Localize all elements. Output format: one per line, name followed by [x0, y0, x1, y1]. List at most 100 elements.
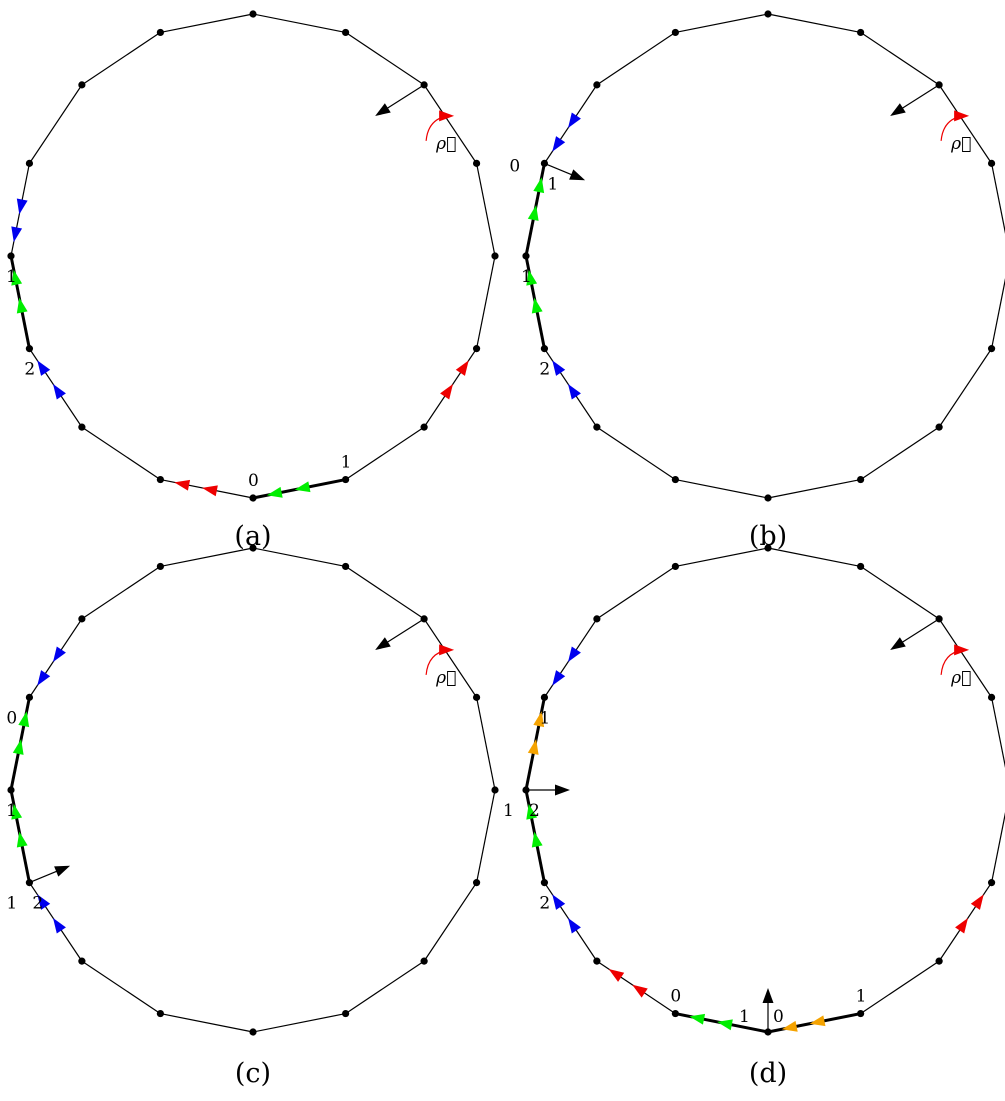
ring-edge [423, 84, 478, 164]
ring-vertex [593, 423, 601, 431]
blue-arrowhead [568, 383, 581, 400]
node-label: 1 [547, 174, 558, 194]
node-label: 1 [856, 987, 867, 1007]
ring-edge [675, 547, 769, 568]
ring-vertex [7, 786, 15, 794]
ring-edge [938, 618, 993, 698]
red-arrowhead [955, 917, 968, 934]
ring-edge [345, 565, 425, 620]
vertex-arrow-head [54, 865, 71, 877]
ring-edge [860, 565, 940, 620]
ring-vertex [987, 159, 996, 167]
ring-edge [860, 960, 940, 1015]
rho-label: ρ⃗ [435, 668, 456, 688]
rho-direction-arrowhead [375, 103, 391, 116]
rotation-arc-arrowhead [439, 110, 455, 122]
ring-vertex [857, 562, 865, 571]
ring-edge [860, 426, 940, 481]
ring-vertex [593, 615, 601, 623]
green-arrowhead [16, 297, 28, 314]
node-label: 1 [539, 708, 550, 728]
ring-vertex [491, 252, 499, 260]
ring-vertex [764, 544, 772, 552]
blue-arrowhead [37, 360, 51, 376]
green-arrowhead [531, 831, 543, 848]
rho-direction-arrow [382, 618, 425, 646]
panel-caption: (d) [749, 1058, 787, 1089]
ring-edge [767, 13, 861, 34]
panel-c: ρ⃗1 210(c) [6, 544, 499, 1089]
node-label: 1 [341, 453, 352, 473]
green-arrowhead [533, 177, 545, 194]
vertex-arrow-head [569, 169, 586, 181]
ring-vertex [987, 693, 996, 701]
ring-vertex [249, 544, 257, 552]
ring-edge [990, 697, 1005, 768]
rho-label: ρ⃗ [950, 134, 971, 154]
ring-edge [938, 348, 993, 428]
red-arrowhead [970, 894, 984, 910]
node-label: 2 [539, 894, 550, 914]
blue-arrowhead [568, 917, 581, 934]
ring-vertex [420, 957, 428, 965]
blue-arrowhead [37, 894, 51, 910]
rho-label: ρ⃗ [435, 134, 456, 154]
ring-edge [81, 426, 161, 481]
ring-vertex [25, 693, 34, 701]
ring-vertex [540, 345, 549, 353]
node-label: 1 [739, 1007, 750, 1027]
ring-vertex [25, 345, 34, 353]
node-label: 2 [32, 894, 43, 914]
green-arrowhead [526, 803, 538, 820]
node-label: 0 [6, 708, 17, 728]
ring-vertex [671, 562, 679, 571]
ring-edge [475, 163, 496, 257]
node-label: 2 [539, 360, 550, 380]
ring-vertex [156, 1009, 164, 1018]
node-label: 0 [670, 987, 681, 1007]
ring-edge [345, 31, 425, 86]
node-label: 2 [24, 360, 35, 380]
rotation-arc-arrowhead [439, 644, 455, 656]
node-label: 1 [6, 801, 17, 821]
ring-edge [423, 618, 478, 698]
ring-vertex [249, 1028, 257, 1036]
green-arrowhead [16, 831, 28, 848]
ring-vertex [522, 252, 530, 260]
ring-vertex [7, 252, 15, 260]
blue-arrowhead [53, 646, 66, 663]
ring-edge [475, 697, 496, 791]
ring-vertex [472, 693, 481, 701]
ring-edge [28, 84, 83, 164]
ring-edge [81, 960, 161, 1015]
red-arrowhead [202, 485, 218, 497]
blue-arrowhead [568, 646, 581, 663]
red-arrowhead [632, 984, 648, 998]
ring-edge [596, 565, 676, 620]
green-arrowhead [266, 486, 283, 498]
ring-edge [252, 547, 346, 568]
node-label: 0 [248, 471, 259, 491]
node-label: 2 [529, 801, 540, 821]
ring-edge [160, 1012, 254, 1033]
ring-edge [345, 426, 425, 481]
rotation-arc-arrowhead [954, 110, 970, 122]
green-arrowhead [531, 297, 543, 314]
rho-direction-arrowhead [375, 637, 391, 650]
blue-arrowhead [53, 917, 66, 934]
ring-vertex [671, 475, 679, 484]
blue-arrowhead [16, 198, 28, 215]
ring-edge [160, 547, 254, 568]
rho-label: ρ⃗ [950, 668, 971, 688]
green-arrowhead [11, 803, 23, 820]
ring-vertex [156, 562, 164, 571]
green-arrowhead [526, 269, 538, 286]
blue-arrowhead [552, 894, 566, 910]
ring-edge [252, 13, 346, 34]
ring-edge [475, 789, 496, 883]
ring-edge [160, 13, 254, 34]
blue-arrowhead [568, 112, 581, 129]
blue-arrowhead [53, 383, 66, 400]
